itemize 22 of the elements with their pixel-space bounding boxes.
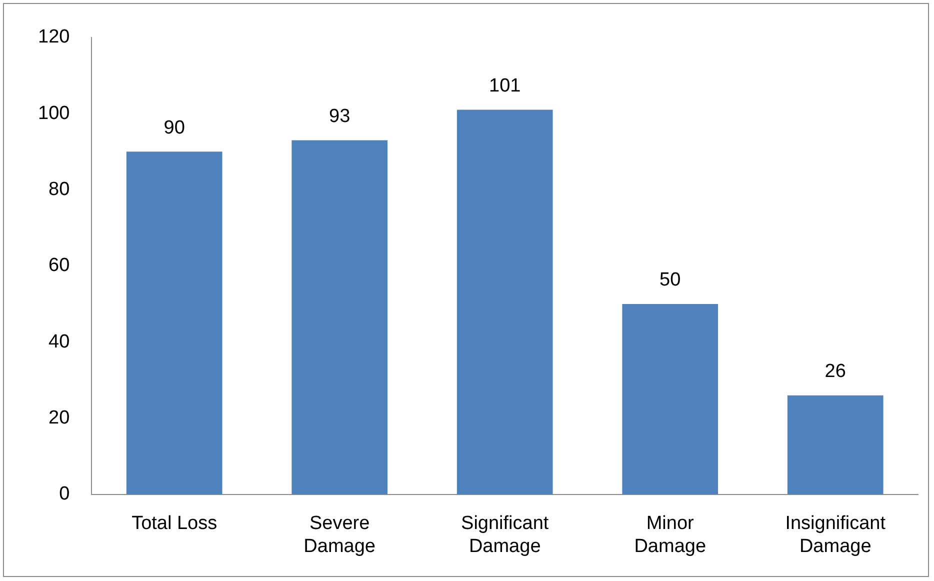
data-label: 50 [660, 270, 681, 291]
y-tick-label: 120 [38, 26, 70, 48]
data-label: 26 [824, 361, 846, 382]
bar [456, 110, 553, 494]
y-tick-label: 80 [48, 178, 70, 200]
y-tick-label: 60 [48, 255, 70, 276]
x-tick-label: Severe Damage [304, 513, 376, 557]
bar [787, 395, 884, 494]
data-label: 90 [164, 117, 185, 138]
x-tick-label: Significant Damage [461, 513, 550, 557]
bar [622, 304, 718, 494]
x-tick-label: Insignificant Damage [785, 513, 886, 557]
x-tick-label: Total Loss [132, 513, 218, 534]
y-tick-label: 20 [48, 407, 70, 428]
bar [126, 152, 222, 494]
y-tick-label: 40 [48, 331, 70, 352]
data-label: 101 [489, 75, 521, 96]
data-label: 93 [329, 106, 350, 127]
y-tick-label: 100 [38, 102, 70, 124]
bar [292, 140, 388, 494]
y-tick-label: 0 [59, 484, 70, 505]
x-tick-label: Minor Damage [634, 513, 706, 557]
